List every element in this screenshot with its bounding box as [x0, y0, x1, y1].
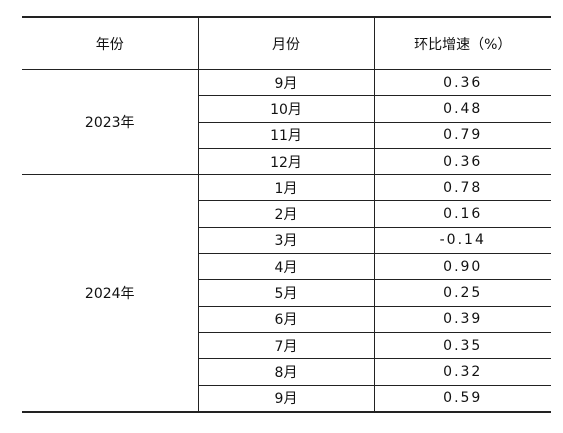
month-cell: 9月: [197, 384, 374, 413]
month-cell: 10月: [197, 95, 374, 123]
month-cell: 2月: [197, 200, 374, 228]
month-cell: 6月: [197, 305, 374, 333]
month-cell: 7月: [197, 331, 374, 359]
month-cell: 11月: [197, 121, 374, 149]
table-row: 2024年 1月 0.78: [22, 174, 551, 413]
table-row: 2月 0.16: [22, 200, 551, 228]
value-cell: 0.35: [373, 331, 551, 359]
month-cell: 5月: [197, 279, 374, 307]
data-table: 年份 月份 环比增速（%） 2023年 9月 0.36 10月 0.48 11月 0.79 12月…: [22, 16, 551, 413]
table-row: 9月 0.59: [22, 384, 551, 413]
month-cell: 12月: [197, 147, 374, 175]
header-cell: 月份: [197, 16, 374, 70]
value-cell: 0.16: [373, 200, 551, 228]
table-row: 5月 0.25: [22, 279, 551, 307]
year-cell: 2024年: [22, 174, 198, 413]
value-cell: 0.32: [373, 358, 551, 386]
value-cell: 0.90: [373, 253, 551, 280]
value-cell: 0.36: [373, 68, 551, 96]
month-cell: 9月: [197, 68, 374, 96]
value-cell: 0.59: [373, 384, 551, 413]
table-row: 3月 -0.14: [22, 226, 551, 254]
table-row: 10月 0.48: [22, 95, 551, 123]
month-cell: 8月: [197, 358, 374, 386]
value-cell: 0.39: [373, 305, 551, 333]
value-cell: 0.78: [373, 174, 551, 201]
value-cell: 0.25: [373, 279, 551, 307]
month-cell: 3月: [197, 226, 374, 254]
table-row: 4月 0.90: [22, 253, 551, 280]
table-row: 8月 0.32: [22, 358, 551, 386]
header-cell: 年份: [22, 16, 198, 70]
month-cell: 4月: [197, 253, 374, 280]
month-cell: 1月: [197, 174, 374, 201]
value-cell: 0.48: [373, 95, 551, 123]
table-row: 2023年 9月 0.36: [22, 68, 551, 175]
table-row: 12月 0.36: [22, 147, 551, 175]
year-cell: 2023年: [22, 68, 198, 175]
table-row: 7月 0.35: [22, 331, 551, 359]
table-row: 11月 0.79: [22, 121, 551, 149]
value-cell: 0.36: [373, 147, 551, 175]
header-row: 年份 月份 环比增速（%）: [22, 16, 551, 70]
value-cell: 0.79: [373, 121, 551, 149]
table-row: 6月 0.39: [22, 305, 551, 333]
value-cell: -0.14: [373, 226, 551, 254]
table-body: 2023年 9月 0.36 10月 0.48 11月 0.79 12月 0.36 2024年 1月 0…: [22, 68, 551, 413]
header-cell: 环比增速（%）: [373, 16, 551, 70]
